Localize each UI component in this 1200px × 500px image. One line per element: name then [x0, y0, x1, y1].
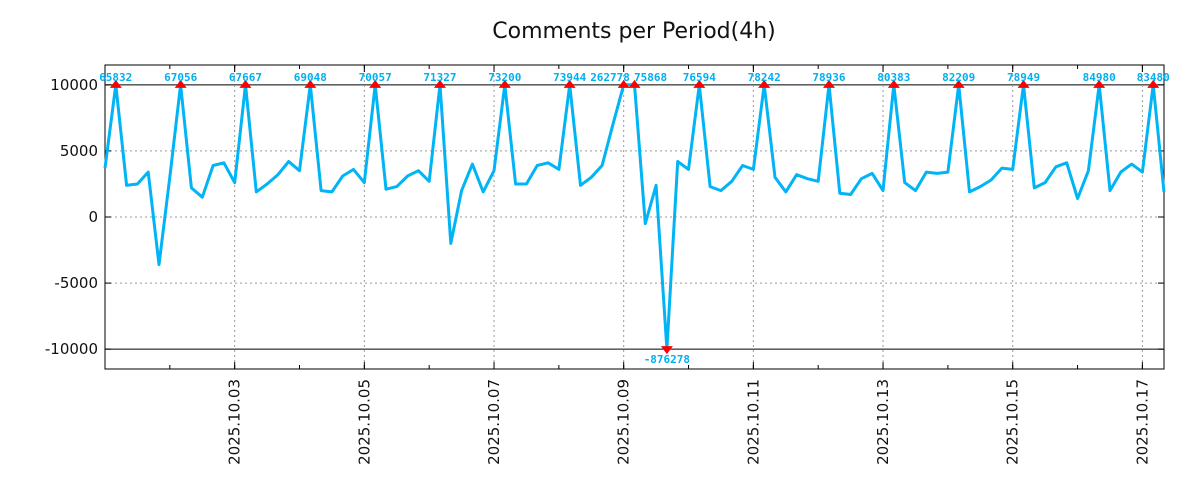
grid — [105, 65, 1164, 369]
data-label: 65832 — [99, 71, 132, 84]
x-tick-label: 2025.10.13 — [874, 379, 892, 465]
clipped-high-marker — [1147, 79, 1160, 88]
data-label: 67667 — [229, 71, 262, 84]
x-tick-label: 2025.10.05 — [355, 379, 373, 465]
data-label: 73200 — [488, 71, 521, 84]
x-tick-label: 2025.10.07 — [485, 379, 503, 465]
data-label: 75868 — [634, 71, 667, 84]
x-tick-label: 2025.10.09 — [615, 379, 633, 465]
clipped-high-marker — [369, 79, 382, 88]
clipped-high-marker — [628, 79, 641, 88]
clipped-high-marker — [498, 79, 511, 88]
y-tick-label: -5000 — [54, 274, 98, 292]
data-label: 262778 — [590, 71, 630, 84]
data-label: 78949 — [1007, 71, 1040, 84]
data-label: 78242 — [748, 71, 781, 84]
clipped-low-marker — [660, 346, 673, 355]
x-tick-label: 2025.10.17 — [1133, 379, 1151, 465]
data-label: 73944 — [553, 71, 586, 84]
data-label: -876278 — [644, 353, 690, 366]
data-label: 84980 — [1083, 71, 1116, 84]
plot-frame — [104, 64, 1165, 370]
clipped-high-marker — [693, 79, 706, 88]
clipped-high-marker — [563, 79, 576, 88]
data-label: 69048 — [294, 71, 327, 84]
x-tick-label: 2025.10.03 — [226, 379, 244, 465]
clipped-high-marker — [304, 79, 317, 88]
data-label: 83480 — [1137, 71, 1170, 84]
clipped-high-marker — [887, 79, 900, 88]
clipped-high-marker — [617, 79, 630, 88]
data-label: 71327 — [423, 71, 456, 84]
data-label: 82209 — [942, 71, 975, 84]
clipped-high-marker — [952, 79, 965, 88]
clipped-high-marker — [433, 79, 446, 88]
y-tick-label: 5000 — [60, 142, 98, 160]
data-label: 76594 — [683, 71, 716, 84]
axes: -10000 -5000 0 5000 10000 2025.10.03 2025.10.0… — [45, 64, 1165, 465]
chart-title: Comments per Period(4h) — [492, 19, 776, 44]
data-label: 78936 — [812, 71, 845, 84]
clipped-high-marker — [239, 79, 252, 88]
clipped-high-marker — [1017, 79, 1030, 88]
clipped-high-marker — [109, 79, 122, 88]
y-tick-label: -10000 — [45, 340, 98, 358]
clipped-high-marker — [174, 79, 187, 88]
data-label: 70057 — [359, 71, 392, 84]
clipped-high-marker — [1093, 79, 1106, 88]
y-tick-label: 0 — [88, 208, 98, 226]
annotations: 65832 67056 67667 69048 70057 71327 73200 73944… — [99, 71, 1170, 366]
clipped-high-marker — [823, 79, 836, 88]
clipped-high-marker — [758, 79, 771, 88]
data-label: 67056 — [164, 71, 197, 84]
data-label: 80383 — [877, 71, 910, 84]
x-tick-label: 2025.10.11 — [744, 379, 762, 465]
y-tick-label: 10000 — [50, 76, 98, 94]
x-tick-label: 2025.10.15 — [1004, 379, 1022, 465]
